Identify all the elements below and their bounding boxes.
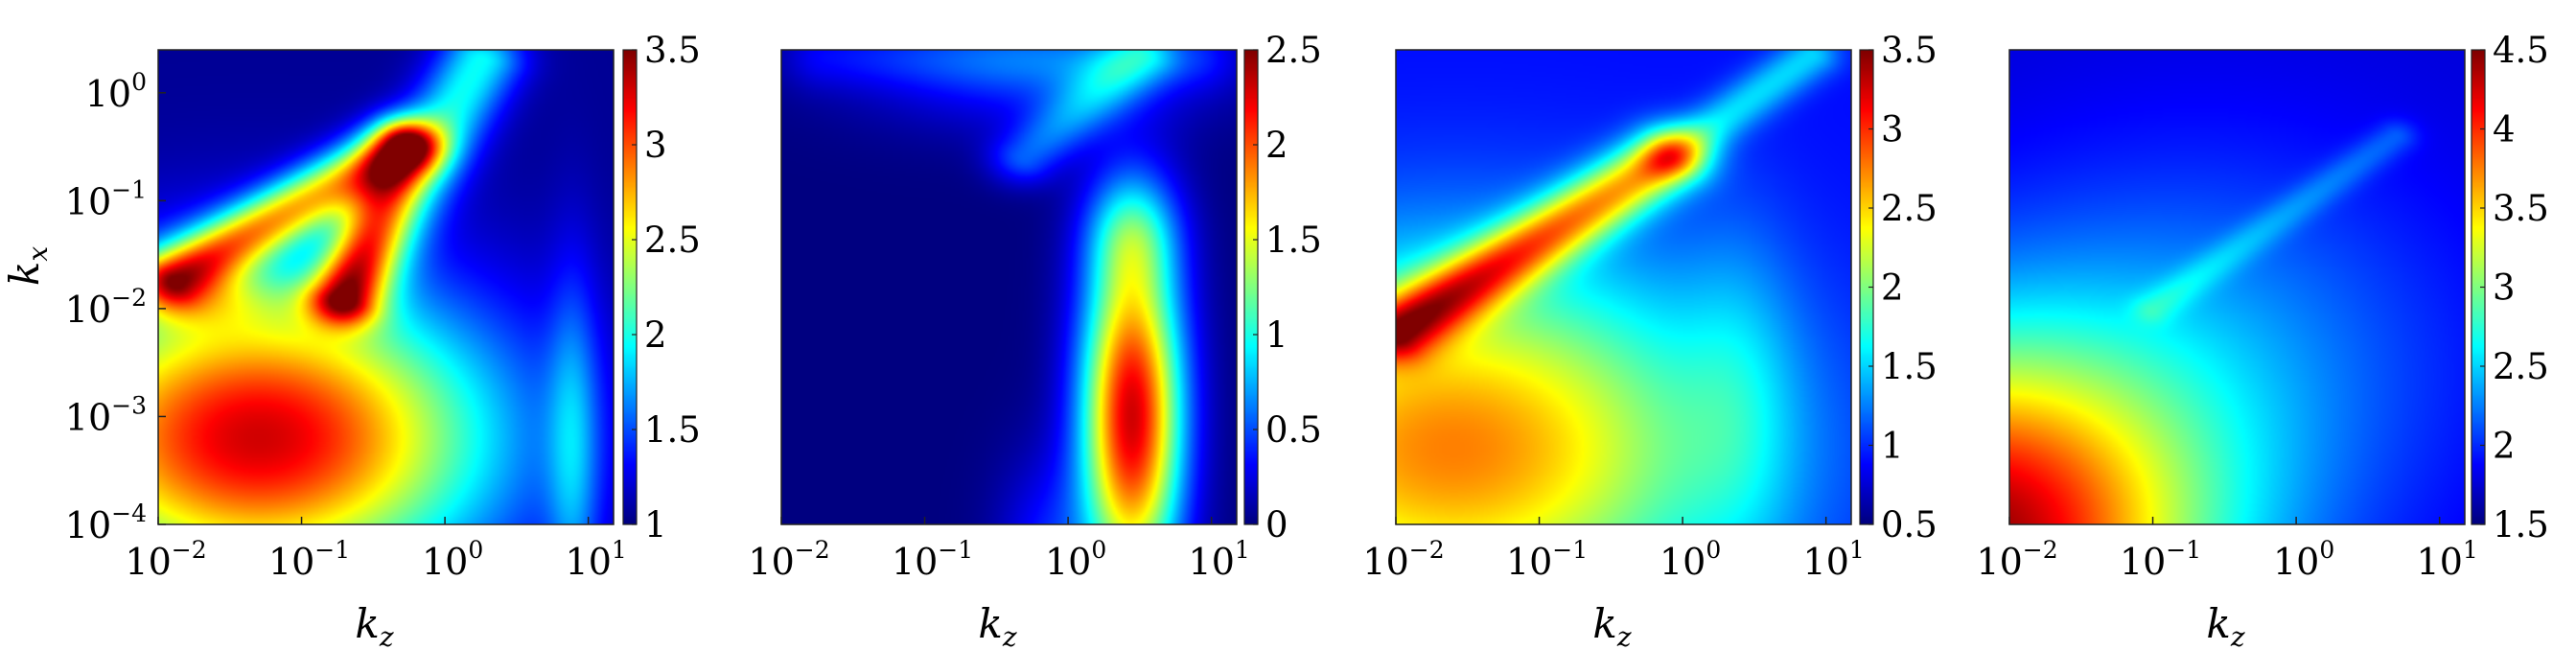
colorbar-tick-label: 2.5 — [1265, 30, 1322, 71]
colorbar-4 — [2472, 50, 2485, 524]
x-axis-label: kz — [1592, 600, 1631, 650]
colorbar-tick-label: 2 — [1265, 125, 1288, 166]
colorbar-2 — [1244, 50, 1258, 524]
x-tick-label: 101 — [2417, 536, 2478, 583]
heatmap-panel-1: 10−2 10−1 100 101 10−4 10−3 10−2 10−1 100 kz kx 1 1.… — [1, 30, 701, 650]
x-tick-label: 100 — [422, 536, 483, 583]
colorbar-tick-label: 1.5 — [2493, 504, 2549, 546]
colorbar-frame — [622, 49, 638, 525]
x-tick-label: 10−1 — [1506, 536, 1588, 583]
colorbar-1 — [623, 50, 637, 524]
colorbar-tick-label: 1 — [1265, 314, 1288, 356]
heatmap-field-2 — [781, 50, 1237, 524]
heatmap-panel-4: 10−2 10−1 100 101 kz 1.5 2 2.5 3 3.5 4 4.5 — [1976, 30, 2548, 650]
plot-frame-1 — [157, 49, 615, 525]
plot-frame-4 — [2008, 49, 2466, 525]
colorbar-frame — [1243, 49, 1259, 525]
colorbar-tick-label: 2 — [1881, 267, 1904, 309]
colorbar-tick-label: 1.5 — [1881, 346, 1938, 387]
x-axis-label: kz — [978, 600, 1016, 650]
colorbar-3 — [1860, 50, 1873, 524]
colorbar-tick-label: 3.5 — [1881, 30, 1938, 71]
x-tick-label: 101 — [566, 536, 627, 583]
plot-frame-2 — [780, 49, 1238, 525]
y-tick-label: 10−3 — [65, 391, 147, 438]
y-tick-label: 100 — [85, 68, 147, 115]
x-tick-label: 100 — [1045, 536, 1106, 583]
colorbar-tick-label: 2.5 — [2493, 346, 2549, 387]
colorbar-tick-label: 3.5 — [2493, 188, 2549, 229]
colorbar-tick-label: 1.5 — [1265, 220, 1322, 261]
colorbar-tick-label: 3 — [2493, 267, 2516, 309]
colorbar-tick-label: 4.5 — [2493, 30, 2549, 71]
colorbar-tick-label: 0.5 — [1265, 409, 1322, 451]
x-tick-label: 10−1 — [2120, 536, 2201, 583]
colorbar-tick-label: 3.5 — [644, 30, 701, 71]
colorbar-tick-label: 0.5 — [1881, 504, 1938, 546]
colorbar-tick-label: 2 — [2493, 426, 2516, 467]
heatmap-field-3 — [1396, 50, 1851, 524]
colorbar-tick-label: 3 — [1881, 109, 1904, 151]
x-tick-label: 10−1 — [268, 536, 350, 583]
colorbar-tick-label: 1.5 — [644, 409, 701, 451]
colorbar-tick-label: 2.5 — [1881, 188, 1938, 229]
heatmap-field-4 — [2009, 50, 2465, 524]
x-tick-label: 100 — [1659, 536, 1721, 583]
colorbar-tick-label: 0 — [1265, 504, 1288, 546]
colorbar-tick-label: 1 — [1881, 426, 1904, 467]
heatmap-panel-3: 10−2 10−1 100 101 kz 0.5 1 1.5 2 2.5 3 3.5 — [1362, 30, 1937, 650]
y-axis-label: kx — [1, 246, 54, 286]
x-tick-label: 101 — [1189, 536, 1250, 583]
heatmap-field-1 — [158, 50, 614, 524]
y-tick-label: 10−2 — [65, 284, 147, 331]
y-tick-label: 10−4 — [65, 499, 147, 546]
x-axis-label: kz — [2206, 600, 2244, 650]
x-tick-label: 10−2 — [1976, 536, 2057, 583]
colorbar-tick-label: 2 — [644, 314, 667, 356]
colorbar-tick-label: 4 — [2493, 109, 2516, 151]
x-tick-label: 10−1 — [892, 536, 973, 583]
x-axis-label: kz — [355, 600, 393, 650]
x-tick-label: 101 — [1803, 536, 1865, 583]
heatmap-panel-2: 10−2 10−1 100 101 kz 0 0.5 1 1.5 2 2.5 — [748, 30, 1321, 650]
y-tick-label: 10−1 — [65, 175, 147, 222]
x-tick-label: 100 — [2273, 536, 2334, 583]
plot-frame-3 — [1395, 49, 1852, 525]
x-tick-label: 10−2 — [1362, 536, 1444, 583]
x-tick-label: 10−2 — [125, 536, 206, 583]
colorbar-tick-label: 2.5 — [644, 220, 701, 261]
x-tick-label: 10−2 — [748, 536, 829, 583]
colorbar-tick-label: 3 — [644, 125, 667, 166]
colorbar-tick-label: 1 — [644, 504, 667, 546]
